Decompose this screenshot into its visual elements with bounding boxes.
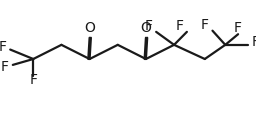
Text: F: F xyxy=(1,60,9,74)
Text: F: F xyxy=(252,36,256,49)
Text: F: F xyxy=(0,40,7,54)
Text: O: O xyxy=(84,21,95,35)
Text: F: F xyxy=(29,73,37,87)
Text: F: F xyxy=(144,19,153,33)
Text: F: F xyxy=(175,19,183,33)
Text: O: O xyxy=(141,21,151,35)
Text: F: F xyxy=(201,18,209,32)
Text: F: F xyxy=(234,21,242,35)
